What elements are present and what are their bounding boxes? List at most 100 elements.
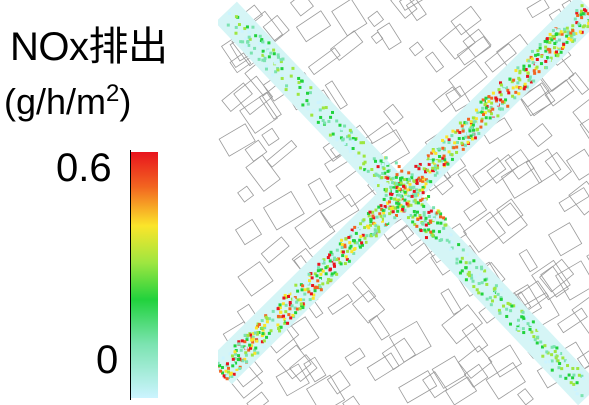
- emission-cell: [555, 50, 559, 54]
- emission-cell: [450, 153, 454, 157]
- emission-cell: [347, 259, 351, 263]
- emission-cell: [471, 128, 475, 132]
- emission-cell: [424, 197, 428, 201]
- emission-cell: [372, 216, 376, 220]
- building: [485, 362, 526, 400]
- emission-cell: [393, 197, 397, 201]
- emission-cell: [566, 364, 570, 368]
- emission-cell: [377, 208, 381, 212]
- emission-cell: [351, 136, 355, 140]
- building: [307, 177, 332, 206]
- emission-cell: [290, 304, 294, 308]
- emission-cell: [575, 25, 579, 29]
- emission-cell: [377, 205, 381, 209]
- emission-cell: [431, 233, 435, 237]
- emission-cell: [443, 223, 447, 227]
- emission-cell: [389, 177, 393, 181]
- emission-cell: [445, 238, 449, 242]
- emission-cell: [267, 340, 271, 344]
- emission-cell: [516, 324, 520, 328]
- emission-cell: [369, 220, 373, 224]
- emission-cell: [565, 40, 569, 44]
- building: [462, 211, 506, 253]
- emission-cell: [525, 315, 529, 319]
- emission-cell: [479, 100, 483, 104]
- emission-cell: [351, 139, 355, 143]
- emission-cell: [426, 157, 430, 161]
- emission-cell: [392, 181, 396, 185]
- emission-cell: [446, 162, 450, 166]
- emission-cell: [476, 110, 480, 114]
- building: [324, 80, 348, 110]
- emission-cell: [329, 278, 333, 282]
- emission-cell: [380, 217, 384, 221]
- emission-cell: [341, 137, 345, 141]
- emission-cell: [543, 344, 547, 348]
- emission-cell: [385, 182, 389, 186]
- emission-cell: [324, 266, 328, 270]
- building: [326, 370, 351, 395]
- emission-cell: [418, 225, 422, 229]
- emission-cell: [467, 117, 471, 121]
- emission-cell: [533, 338, 537, 342]
- emission-cell: [347, 134, 351, 138]
- emission-cell: [403, 178, 407, 182]
- emission-cell: [280, 315, 284, 319]
- emission-cell: [556, 43, 560, 47]
- emission-cell: [496, 114, 500, 118]
- emission-cell: [390, 207, 394, 211]
- emission-cell: [433, 173, 437, 177]
- emission-cell: [533, 56, 537, 60]
- emission-cell: [506, 301, 510, 305]
- building: [531, 259, 571, 301]
- emission-cell: [384, 156, 388, 160]
- emission-cell: [396, 195, 400, 199]
- emission-cell: [436, 152, 440, 156]
- emission-cell: [503, 95, 507, 99]
- emission-cell: [491, 107, 495, 111]
- emission-cell: [539, 62, 543, 66]
- emission-cell: [513, 96, 517, 100]
- emission-cell: [489, 112, 493, 116]
- emission-cell: [294, 311, 298, 315]
- emission-cell: [239, 40, 243, 44]
- emission-cell: [356, 228, 360, 232]
- emission-cell: [371, 210, 375, 214]
- emission-cell: [567, 37, 571, 41]
- emission-cell: [572, 19, 576, 23]
- emission-cell: [262, 345, 266, 349]
- building: [276, 344, 312, 380]
- emission-cell: [434, 151, 438, 155]
- emission-cell: [269, 51, 273, 55]
- emission-cell: [371, 208, 375, 212]
- emission-cell: [335, 138, 339, 142]
- emission-cell: [472, 285, 476, 289]
- emission-cell: [318, 276, 322, 280]
- emission-cell: [366, 212, 370, 216]
- emission-cell: [316, 269, 320, 273]
- emission-cell: [350, 250, 354, 254]
- emission-cell: [499, 83, 503, 87]
- emission-cell: [525, 85, 529, 89]
- emission-cell: [479, 125, 483, 129]
- emission-cell: [548, 36, 552, 40]
- emission-cell: [529, 80, 533, 84]
- emission-cell: [426, 179, 430, 183]
- emission-cell: [263, 56, 267, 60]
- emission-cell: [300, 302, 304, 306]
- emission-cell: [343, 124, 347, 128]
- emission-cell: [361, 240, 365, 244]
- emission-cell: [261, 332, 265, 336]
- emission-cell: [468, 127, 472, 131]
- emission-cell: [346, 135, 350, 139]
- emission-cell: [436, 166, 440, 170]
- emission-cell: [477, 282, 481, 286]
- emission-cell: [415, 224, 419, 228]
- emission-cell: [391, 181, 395, 185]
- building: [504, 149, 535, 180]
- emission-cell: [372, 157, 376, 161]
- emission-cell: [347, 235, 351, 239]
- emission-cell: [553, 41, 557, 45]
- emission-cell: [545, 37, 549, 41]
- emission-cell: [218, 364, 222, 368]
